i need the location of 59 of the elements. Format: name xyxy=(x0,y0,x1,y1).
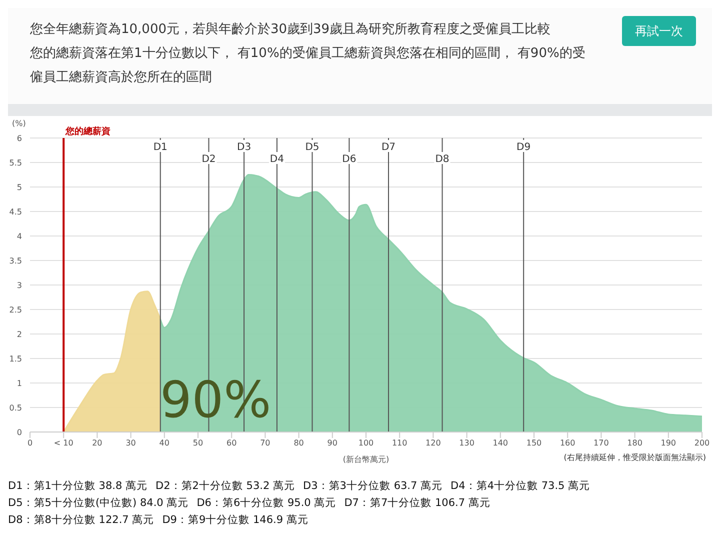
x-tick-label: < 10 xyxy=(54,438,74,448)
x-tick-label: 80 xyxy=(294,438,304,448)
y-tick-label: 5.5 xyxy=(9,158,22,168)
y-tick-label: 3 xyxy=(16,280,22,290)
y-tick-label: 5 xyxy=(16,182,22,192)
ref-line-label: D9 xyxy=(516,142,531,153)
x-tick-label: 30 xyxy=(126,438,136,448)
text: D4：第4十分位數 73.5 萬元 xyxy=(450,479,590,494)
ref-line-label: D4 xyxy=(270,154,284,165)
ref-line-label: D2 xyxy=(202,154,216,165)
x-tick-label: 0 xyxy=(27,438,33,448)
text: D5：第5十分位數(中位數) 84.0 萬元 xyxy=(8,496,189,511)
x-tick-label: 130 xyxy=(459,438,474,448)
x-tick-label: 70 xyxy=(260,438,270,448)
x-tick-label: 20 xyxy=(92,438,102,448)
text: D9：第9十分位數 146.9 萬元 xyxy=(162,513,308,528)
chart-title: 您全年總薪資為10,000元，若與年齡介於30歲到39歲且為研究所教育程度之受僱員工比較 xyxy=(30,20,552,39)
text: D3：第3十分位數 63.7 萬元 xyxy=(303,479,443,494)
x-tick-label: 100 xyxy=(358,438,374,448)
ref-line-label: D3 xyxy=(237,142,252,153)
x-tick-label: 140 xyxy=(492,438,508,448)
y-tick-label: 6 xyxy=(16,134,22,143)
ref-line-label: D8 xyxy=(435,154,450,165)
y-tick-label: 3.5 xyxy=(9,256,22,266)
x-tick-label: 200 xyxy=(694,438,710,448)
text: D6：第6十分位數 95.0 萬元 xyxy=(196,496,336,511)
y-tick-label: 0 xyxy=(16,428,22,437)
ref-line-label: D7 xyxy=(381,142,396,153)
x-tick-label: 170 xyxy=(594,438,609,448)
x-tick-label: 40 xyxy=(159,438,170,448)
x-tick-label: 190 xyxy=(660,438,676,448)
ref-line-label: D6 xyxy=(342,154,356,165)
y-tick-label: 0.5 xyxy=(9,403,22,412)
y-tick-label: 4.5 xyxy=(9,207,22,216)
retry-button: 再試一次 xyxy=(622,16,696,46)
ref-line-label: D1 xyxy=(153,142,168,153)
y-tick-label: 1.5 xyxy=(9,354,22,364)
x-tick-label: 50 xyxy=(192,438,204,448)
x-tick-label: 90 xyxy=(327,438,338,448)
x-tick-label: 180 xyxy=(627,438,642,448)
y-tick-label: 2 xyxy=(16,330,22,339)
text: D1：第1十分位數 38.8 萬元 xyxy=(8,479,148,494)
y-tick-label: 2.5 xyxy=(9,305,22,314)
x-tick-label: 150 xyxy=(526,438,542,448)
text: D8：第8十分位數 122.7 萬元 xyxy=(8,513,154,528)
text: (右尾持續延伸，惟受限於版面無法顯示) xyxy=(564,452,706,463)
text: D7：第7十分位數 106.7 萬元 xyxy=(344,496,490,511)
x-tick-label: 60 xyxy=(226,438,237,448)
y-tick-label: 1 xyxy=(16,378,22,388)
ref-line-label: 您的總薪資 xyxy=(64,126,111,137)
x-axis-title: (新台幣萬元) xyxy=(342,455,390,464)
x-tick-label: 160 xyxy=(560,438,576,448)
x-tick-label: 110 xyxy=(392,438,408,448)
y-axis-title: (%) xyxy=(12,119,26,128)
text: D2：第2十分位數 53.2 萬元 xyxy=(156,479,296,494)
y-tick-label: 4 xyxy=(16,232,22,241)
ref-line-label: D5 xyxy=(305,142,320,153)
chart-subtitle: 您的總薪資落在第1十分位數以下， 有10%的受僱員工總薪資與您落在相同的區間， 有90%的受僱員工總薪資高於您所在的區間 xyxy=(30,45,586,87)
x-tick-label: 120 xyxy=(426,438,441,448)
